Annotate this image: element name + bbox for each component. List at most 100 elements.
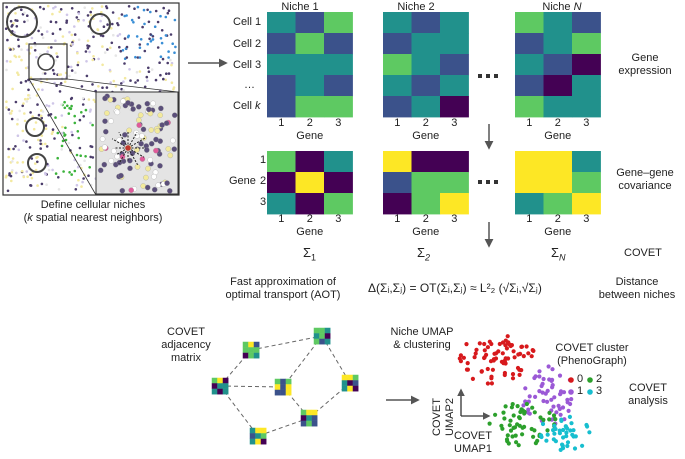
tissue-cell (39, 114, 43, 118)
tissue-cell (138, 56, 142, 59)
inset-cell (139, 133, 145, 139)
umap-point (541, 417, 546, 422)
tissue-cell (11, 160, 14, 163)
inset-cell (108, 158, 114, 164)
umap-point (537, 389, 542, 394)
adjacency-node-cell (255, 433, 261, 439)
tissue-cell (44, 127, 48, 130)
tissue-cell (45, 30, 49, 33)
umap-point (554, 410, 559, 415)
heatmap-cell (295, 54, 325, 76)
tissue-cell (5, 100, 8, 103)
umap-point (485, 345, 490, 350)
tissue-cell (92, 98, 96, 102)
tissue-cell (89, 121, 92, 125)
umap-point (464, 342, 469, 347)
tissue-cell (81, 103, 85, 106)
heatmap-cell (295, 12, 325, 34)
umap-point (491, 357, 496, 362)
tissue-cell (111, 11, 115, 14)
tissue-cell (169, 33, 173, 36)
tissue-cell (52, 6, 55, 10)
legend-dot-0 (568, 377, 574, 383)
covariance-cell (267, 172, 296, 194)
adjacency-node-cell (341, 380, 348, 386)
inset-cell (103, 128, 109, 135)
tissue-cell (139, 38, 143, 41)
adjacency-node-cell (324, 338, 331, 345)
tissue-cell (24, 66, 28, 70)
adjacency-node-cell (306, 420, 312, 427)
umap-point (535, 438, 540, 443)
tissue-cell (17, 73, 20, 76)
umap-point (489, 376, 494, 381)
tissue-cell (16, 118, 20, 121)
gene-tick: 1 (278, 213, 285, 225)
heatmap-cell (295, 33, 325, 55)
tissue-cell (125, 56, 129, 59)
umap-point (538, 433, 544, 438)
tissue-cell (86, 14, 90, 17)
adjacency-node-cell (211, 383, 218, 389)
tissue-cell (117, 17, 121, 20)
umap-point (566, 408, 571, 413)
tissue-cell (44, 124, 48, 127)
tissue-cell (61, 35, 65, 38)
umap-point (540, 390, 545, 395)
umap-point (567, 414, 573, 419)
tissue-cell (44, 173, 47, 176)
adjacency-node-cell (211, 377, 218, 384)
adjacency-node-cell (352, 380, 359, 386)
tissue-cell (51, 32, 55, 35)
tissue-cell (25, 170, 29, 173)
tissue-cell (116, 22, 119, 25)
covariance-cell (515, 172, 544, 194)
adjacency-node-cell (280, 378, 286, 385)
tissue-cell (84, 50, 88, 53)
umap-point (557, 431, 563, 436)
tissue-cell (62, 170, 65, 173)
heatmap-cell (383, 54, 412, 76)
adjacency-node-cell (248, 347, 254, 353)
tissue-cell (103, 51, 107, 54)
tissue-cell (159, 73, 162, 77)
covariance-cell (383, 193, 412, 215)
inset-cells (97, 93, 178, 194)
tissue-cell (43, 72, 47, 75)
adjacency-node-cell (313, 333, 320, 339)
tissue-cell (60, 103, 63, 106)
tissue-cell (7, 147, 10, 151)
tissue-cell (138, 70, 142, 73)
umap-x-label-1: COVET (454, 430, 492, 442)
umap-point (545, 388, 550, 393)
tissue-cell (7, 155, 10, 159)
tissue-cell (67, 65, 70, 69)
umap-point (517, 372, 522, 377)
tissue-cell (156, 20, 160, 24)
adjacency-label-2: adjacency (161, 339, 211, 351)
tissue-cell (171, 42, 174, 45)
tissue-cell (123, 76, 127, 80)
tissue-cell (29, 184, 33, 187)
heatmap-cell (411, 54, 441, 76)
umap-point (541, 398, 546, 404)
tissue-cell (138, 46, 142, 49)
tissue-cell (16, 134, 20, 137)
adjacency-node-cell (222, 388, 229, 395)
tissue-cell (5, 68, 8, 72)
tissue-cell (106, 23, 109, 26)
tissue-cell (4, 27, 8, 31)
adjacency-node-cell (324, 333, 331, 339)
tissue-cell (160, 41, 164, 45)
tissue-cell (164, 34, 168, 37)
covariance-cell (324, 193, 353, 215)
tissue-cell (76, 63, 80, 67)
heatmap-cell (543, 33, 573, 55)
inset-cell (164, 180, 170, 186)
heatmap-cell (572, 54, 601, 76)
umap-point (550, 367, 555, 372)
tissue-cell (101, 45, 104, 48)
adjacency-node-cell (222, 383, 229, 389)
tissue-cell (97, 57, 100, 61)
tissue-cell (9, 48, 12, 51)
